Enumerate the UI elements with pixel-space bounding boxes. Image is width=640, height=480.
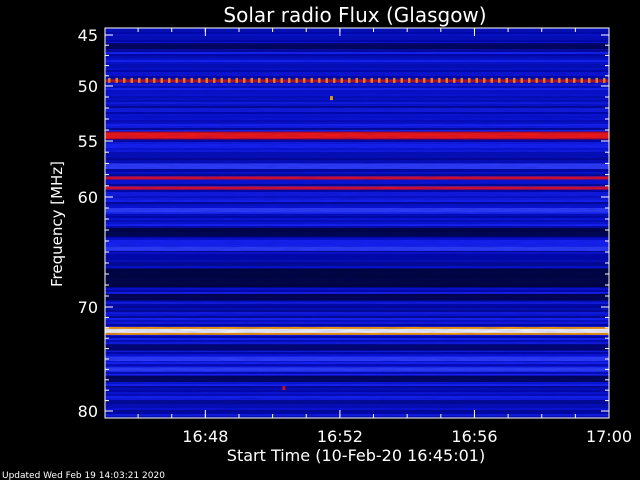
- y-tick-label: 45: [78, 26, 98, 45]
- y-tick-label: 70: [78, 298, 98, 317]
- y-axis-label: Frequency [MHz]: [48, 161, 66, 287]
- x-axis-ticks: 16:48 16:52 16:56 17:00: [137, 28, 632, 446]
- plot-area: [104, 27, 610, 419]
- noise-texture: [105, 28, 609, 418]
- x-tick-label: 17:00: [586, 427, 632, 446]
- x-tick-label: 16:48: [182, 427, 228, 446]
- plot-border: [104, 27, 610, 419]
- x-tick-label: 16:56: [451, 427, 497, 446]
- y-tick-label: 55: [78, 132, 98, 151]
- x-axis-label: Start Time (10-Feb-20 16:45:01): [227, 446, 485, 465]
- y-axis-ticks: 45 50 55 60 70 80: [78, 26, 609, 421]
- y-tick-label: 80: [78, 402, 98, 421]
- updated-timestamp: Updated Wed Feb 19 14:03:21 2020: [2, 471, 165, 480]
- x-tick-label: 16:52: [317, 427, 363, 446]
- y-tick-label: 50: [78, 77, 98, 96]
- chart-title: Solar radio Flux (Glasgow): [223, 3, 486, 27]
- y-tick-label: 60: [78, 188, 98, 207]
